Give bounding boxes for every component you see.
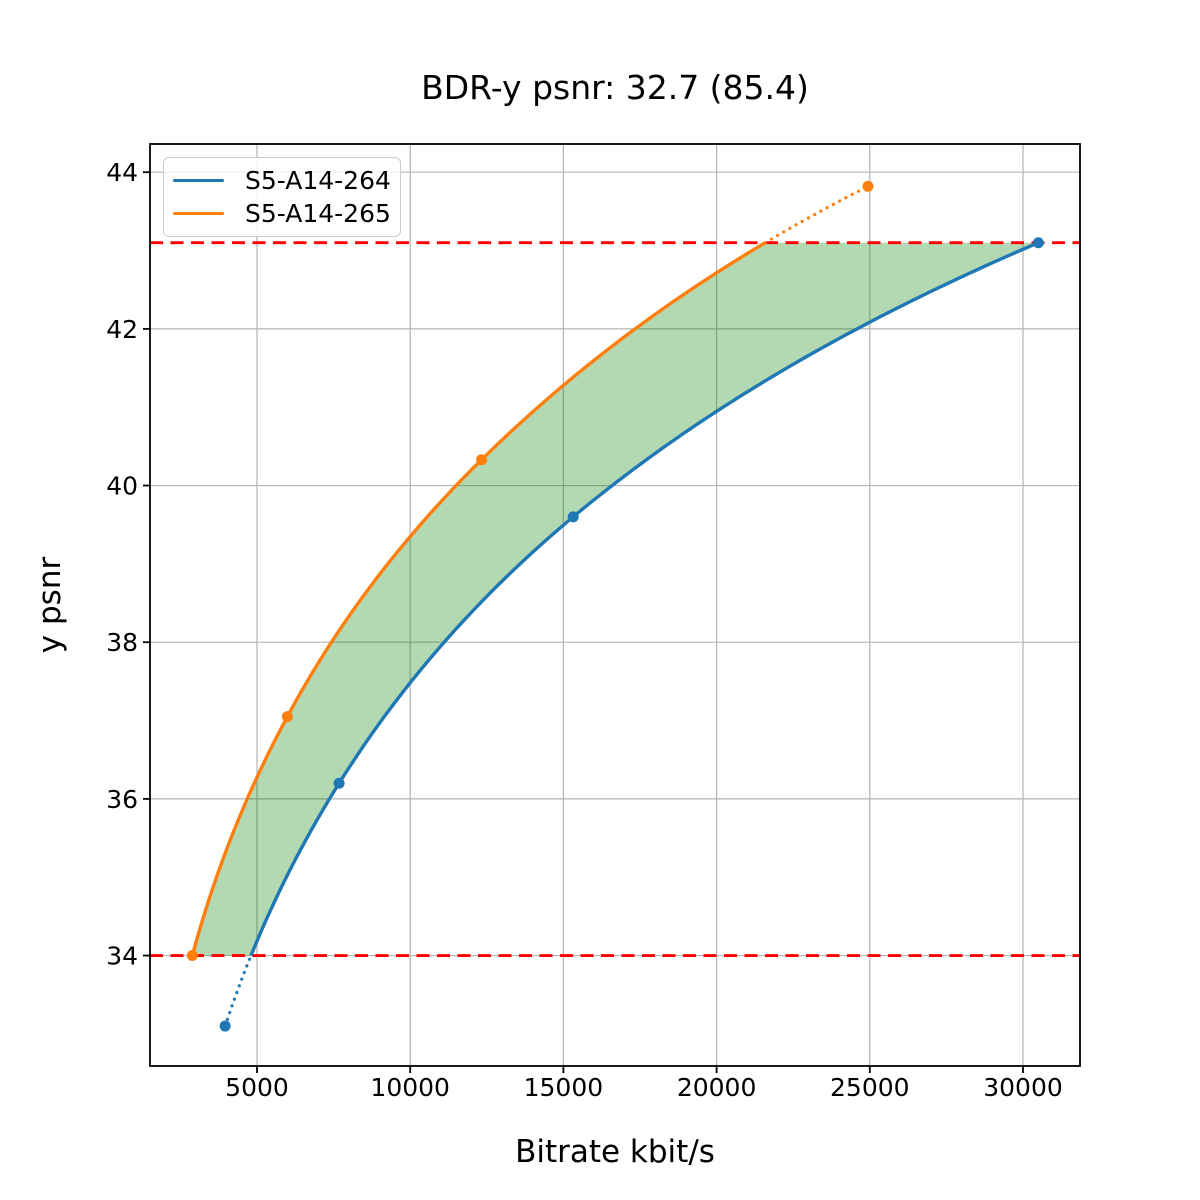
- curve-dotted-s5-a14-265: [763, 184, 870, 245]
- x-tick-label: 20000: [677, 1073, 757, 1102]
- data-point-s5-a14-264: [1032, 237, 1044, 249]
- curve-s5-a14-265: [190, 241, 767, 956]
- x-tick-label: 10000: [370, 1073, 450, 1102]
- y-tick-label: 36: [106, 785, 138, 814]
- x-tick-label: 5000: [225, 1073, 289, 1102]
- x-tick-label: 25000: [830, 1073, 910, 1102]
- y-tick-label: 42: [106, 315, 138, 344]
- legend-item: S5-A14-264: [173, 166, 391, 195]
- data-point-s5-a14-264: [219, 1020, 231, 1032]
- y-tick-label: 44: [106, 158, 138, 187]
- legend-item: S5-A14-265: [173, 199, 391, 228]
- bd-shaded-region: [192, 242, 1039, 956]
- data-point-s5-a14-265: [186, 950, 198, 962]
- y-tick-label: 40: [106, 472, 138, 501]
- x-tick-label: 30000: [983, 1073, 1063, 1102]
- y-tick-label: 34: [106, 942, 138, 971]
- plot-border: [149, 143, 1081, 1067]
- legend-label: S5-A14-264: [245, 166, 391, 195]
- x-tick-label: 15000: [524, 1073, 604, 1102]
- data-point-s5-a14-264: [333, 777, 345, 789]
- y-axis-label: y psnr: [32, 556, 68, 654]
- curve-dotted-s5-a14-264: [223, 953, 253, 1028]
- legend-line-sample: [173, 211, 224, 216]
- legend-label: S5-A14-265: [245, 199, 391, 228]
- data-point-s5-a14-265: [476, 454, 488, 466]
- curve-s5-a14-264: [249, 241, 1039, 957]
- y-tick-label: 38: [106, 628, 138, 657]
- chart-title: BDR-y psnr: 32.7 (85.4): [421, 68, 809, 107]
- legend: S5-A14-264 S5-A14-265: [163, 157, 401, 237]
- x-axis-label: Bitrate kbit/s: [515, 1134, 715, 1170]
- legend-line-sample: [173, 178, 224, 183]
- data-point-s5-a14-265: [862, 180, 874, 192]
- data-point-s5-a14-265: [281, 711, 293, 723]
- data-point-s5-a14-264: [567, 511, 579, 523]
